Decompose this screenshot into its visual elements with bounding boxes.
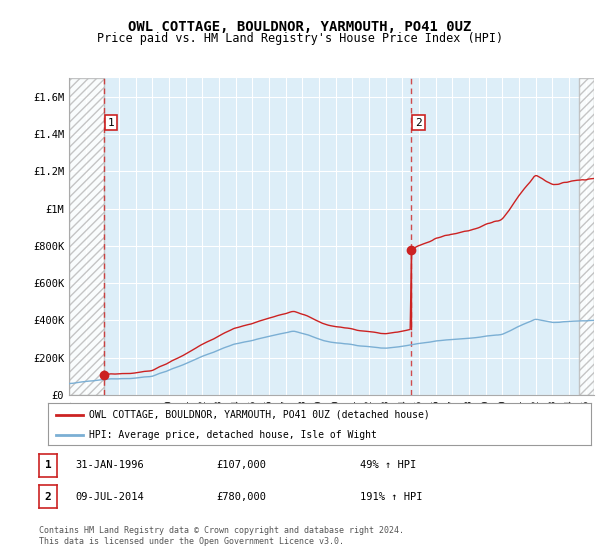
Text: OWL COTTAGE, BOULDNOR, YARMOUTH, PO41 0UZ: OWL COTTAGE, BOULDNOR, YARMOUTH, PO41 0U… [128,20,472,34]
Text: £780,000: £780,000 [216,492,266,502]
Text: £107,000: £107,000 [216,460,266,470]
Text: 2: 2 [415,118,422,128]
Bar [69,78,104,395]
Text: Price paid vs. HM Land Registry's House Price Index (HPI): Price paid vs. HM Land Registry's House … [97,32,503,45]
Text: 191% ↑ HPI: 191% ↑ HPI [360,492,422,502]
Bar [579,78,594,395]
Text: 1: 1 [108,118,115,128]
Text: 1: 1 [44,460,52,470]
Text: 09-JUL-2014: 09-JUL-2014 [75,492,144,502]
Text: HPI: Average price, detached house, Isle of Wight: HPI: Average price, detached house, Isle… [89,430,377,440]
Text: OWL COTTAGE, BOULDNOR, YARMOUTH, PO41 0UZ (detached house): OWL COTTAGE, BOULDNOR, YARMOUTH, PO41 0U… [89,410,430,420]
Text: 49% ↑ HPI: 49% ↑ HPI [360,460,416,470]
Text: 31-JAN-1996: 31-JAN-1996 [75,460,144,470]
Text: Contains HM Land Registry data © Crown copyright and database right 2024.
This d: Contains HM Land Registry data © Crown c… [39,526,404,546]
Text: 2: 2 [44,492,52,502]
